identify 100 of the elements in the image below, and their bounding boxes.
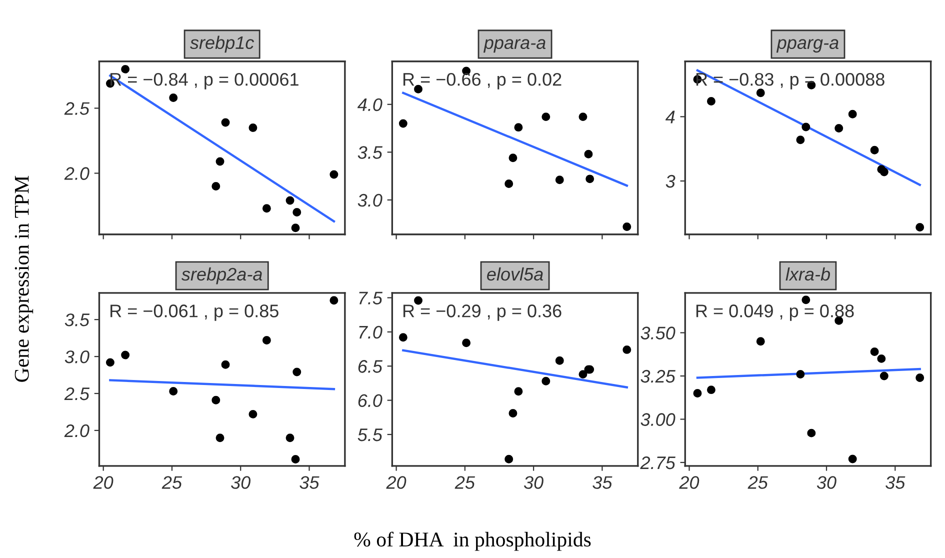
annotation: R = −0.29 , p = 0.36 <box>403 304 562 321</box>
annotation: R = 0.049 , p = 0.88 <box>696 304 854 321</box>
annotation: R = −0.84 , p = 0.00061 <box>110 72 298 90</box>
point <box>622 222 632 231</box>
point <box>216 434 224 442</box>
point <box>504 179 514 188</box>
chart-title: srebp1c <box>190 36 254 53</box>
y-tick-label: 3.50 <box>640 326 676 340</box>
point <box>169 94 178 102</box>
y-axis-title: Gene expression in TPM <box>14 176 34 382</box>
x-tick-label: 30 <box>230 476 250 489</box>
point <box>291 455 300 464</box>
point <box>584 150 593 158</box>
y-tick-label: 4.0 <box>357 98 382 112</box>
chart-title: ppara-a <box>483 39 546 53</box>
y-tick-label: 3.25 <box>640 370 676 383</box>
point <box>514 387 523 396</box>
point <box>578 370 588 379</box>
point <box>292 208 302 216</box>
y-tick-label: 7.5 <box>359 292 382 304</box>
point <box>508 409 518 418</box>
y-tick-label: 3.00 <box>640 413 676 426</box>
point <box>848 454 857 464</box>
chart-title: srebp2a-a <box>181 267 262 284</box>
y-tick-label: 3.5 <box>358 146 382 159</box>
point <box>877 354 886 363</box>
y-tick-label: 3.0 <box>64 350 90 364</box>
point <box>578 112 588 122</box>
point <box>796 136 805 144</box>
point <box>542 112 550 122</box>
point <box>330 296 338 305</box>
x-tick-label: 20 <box>93 476 114 489</box>
point <box>848 110 857 118</box>
chart-title: elovl5a <box>487 267 544 281</box>
point <box>462 338 471 348</box>
point <box>504 454 514 464</box>
y-tick-label: 2.75 <box>640 456 676 470</box>
point <box>398 119 408 128</box>
x-tick-label: 20 <box>386 476 406 489</box>
point <box>292 368 302 376</box>
x-tick-label: 30 <box>524 476 544 489</box>
x-tick-label: 30 <box>816 476 836 489</box>
point <box>262 204 271 213</box>
point <box>706 386 716 394</box>
y-tick-label: 3.0 <box>358 194 382 207</box>
point <box>508 154 518 162</box>
point <box>221 360 230 369</box>
y-tick-label: 3.5 <box>64 313 90 326</box>
y-tick-label: 3 <box>666 174 676 188</box>
point <box>216 157 224 166</box>
point <box>870 348 879 356</box>
y-tick-label: 2.5 <box>64 387 90 400</box>
point <box>796 370 805 378</box>
x-axis-title: % of DHA in phospholipids <box>354 532 591 551</box>
point <box>880 168 888 176</box>
point <box>916 223 924 232</box>
point <box>834 124 844 132</box>
y-tick-label: 6.0 <box>358 394 382 408</box>
point <box>802 296 810 304</box>
point <box>291 224 300 232</box>
point <box>542 376 550 386</box>
point <box>414 84 422 94</box>
x-tick-label: 25 <box>454 476 476 489</box>
point <box>169 387 178 396</box>
point <box>870 146 879 154</box>
point <box>248 410 258 418</box>
y-tick-label: 7.0 <box>359 326 382 339</box>
point <box>916 373 924 382</box>
point <box>330 170 338 179</box>
point <box>807 428 816 438</box>
point <box>693 389 702 398</box>
y-tick-label: 4 <box>665 110 675 124</box>
point <box>756 337 765 346</box>
y-tick-label: 2.0 <box>64 167 90 180</box>
chart-title: lxra-b <box>786 267 830 281</box>
point <box>248 123 258 132</box>
point <box>414 296 422 305</box>
point <box>212 396 220 404</box>
point <box>514 123 523 132</box>
point <box>212 182 220 190</box>
chart-title: pparg-a <box>776 39 838 53</box>
x-tick-label: 35 <box>592 476 612 489</box>
x-tick-label: 25 <box>748 476 768 489</box>
point <box>586 174 594 184</box>
point <box>756 88 765 98</box>
x-tick-label: 25 <box>162 476 182 489</box>
point <box>706 97 716 106</box>
point <box>622 345 632 354</box>
y-tick-label: 6.5 <box>358 360 382 373</box>
point <box>221 118 230 127</box>
annotation: R = −0.061 , p = 0.85 <box>110 304 278 321</box>
point <box>398 333 408 342</box>
point <box>802 122 810 132</box>
point <box>262 336 271 344</box>
point <box>286 434 294 442</box>
y-tick-label: 2.0 <box>64 424 90 438</box>
x-tick-label: 20 <box>679 476 700 489</box>
y-tick-label: 5.5 <box>358 428 382 442</box>
point <box>121 64 130 74</box>
y-tick-label: 2.5 <box>64 102 90 115</box>
